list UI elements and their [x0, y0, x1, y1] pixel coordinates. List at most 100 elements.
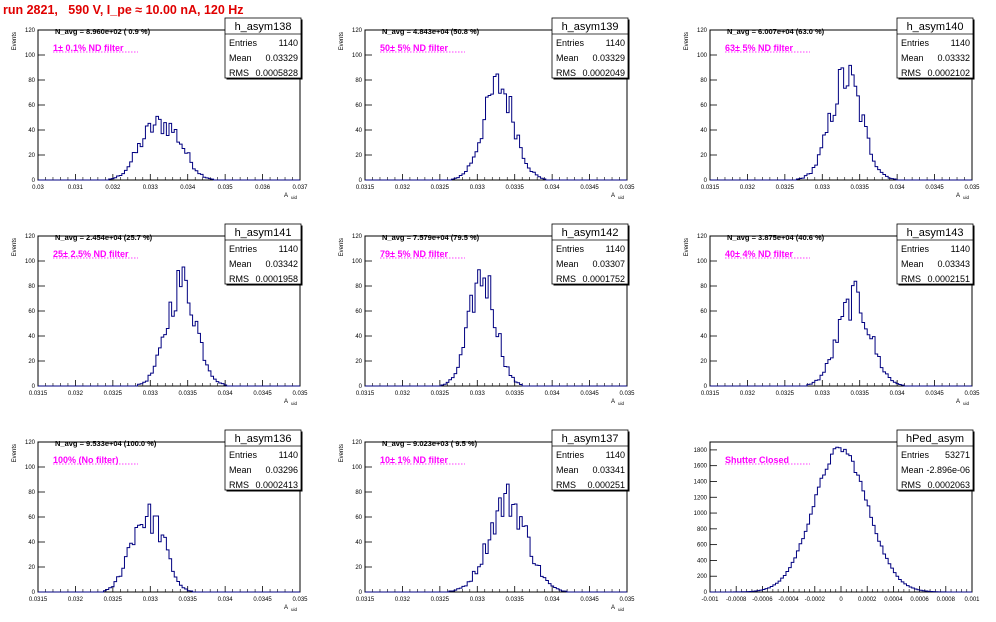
- stat-box-title: h_asym143: [907, 227, 964, 239]
- x-tick-label: 0.0345: [580, 597, 599, 603]
- x-tick-label: 0.0345: [580, 391, 599, 397]
- x-tick-label: 0.033: [470, 597, 486, 603]
- x-tick-label: 0.033: [470, 391, 486, 397]
- stat-value-entries: 1140: [279, 450, 298, 460]
- x-tick-label: 0.0325: [104, 597, 123, 603]
- stat-label-entries: Entries: [229, 450, 258, 460]
- y-tick-label: 40: [28, 540, 35, 546]
- stat-box: h_asym139 Entries 1140 Mean 0.03329 RMS 0.0002…: [551, 17, 630, 80]
- stat-box-title: h_asym141: [235, 227, 292, 239]
- stat-box: h_asym138 Entries 1140 Mean 0.03329 RMS 0.0005…: [224, 17, 303, 80]
- x-tick-label: -0.0008: [726, 597, 747, 603]
- x-tick-label: 0.037: [292, 185, 308, 191]
- x-tick-label: 0.0335: [851, 391, 870, 397]
- x-tick-label: 0.0315: [356, 391, 375, 397]
- y-tick-label: 120: [697, 28, 708, 34]
- y-tick-label: 40: [355, 128, 362, 134]
- stat-box-frame: [551, 223, 629, 285]
- x-tick-label: -0.0002: [805, 597, 826, 603]
- y-axis-title: Events: [12, 238, 18, 256]
- x-tick-label: 0.0315: [701, 391, 720, 397]
- x-tick-label: 0.0325: [431, 597, 450, 603]
- y-tick-label: 20: [700, 153, 707, 159]
- stat-value-rms: 0.0002049: [582, 68, 625, 78]
- stat-label-rms: RMS: [901, 68, 921, 78]
- x-tick-label: 0.035: [619, 185, 635, 191]
- y-tick-label: 100: [352, 465, 363, 471]
- y-tick-label: 0: [704, 590, 708, 596]
- y-tick-label: 80: [28, 78, 35, 84]
- stat-value-entries: 1140: [951, 38, 970, 48]
- y-tick-label: 20: [28, 359, 35, 365]
- stat-box-frame: [224, 429, 302, 491]
- x-tick-label: 0.034: [890, 185, 906, 191]
- x-tick-label: 0.036: [255, 185, 271, 191]
- x-tick-label: 0.034: [218, 391, 234, 397]
- x-axis-title: A: [284, 193, 288, 199]
- y-tick-label: 100: [25, 53, 36, 59]
- x-tick-label: -0.0004: [778, 597, 799, 603]
- y-tick-label: 40: [28, 334, 35, 340]
- y-tick-label: 60: [355, 309, 362, 315]
- x-tick-label: 0: [839, 597, 843, 603]
- x-tick-label: 0.0002: [858, 597, 877, 603]
- y-tick-label: 80: [700, 284, 707, 290]
- y-tick-label: 100: [352, 259, 363, 265]
- x-tick-label: 0.033: [470, 185, 486, 191]
- x-axis-subscript: uid: [963, 195, 970, 200]
- x-tick-label: 0.035: [619, 391, 635, 397]
- stat-box: h_asym143 Entries 1140 Mean 0.03343 RMS 0.0002…: [896, 223, 975, 286]
- x-tick-label: 0.031: [68, 185, 84, 191]
- x-tick-label: 0.0315: [701, 185, 720, 191]
- stat-value-entries: 1140: [279, 38, 298, 48]
- y-tick-label: 60: [355, 515, 362, 521]
- stat-box-title: h_asym136: [235, 433, 292, 445]
- stat-box-title: h_asym139: [562, 21, 619, 33]
- x-axis-title: A: [284, 605, 288, 611]
- x-tick-label: 0.0335: [506, 597, 525, 603]
- histogram-panel: 0.0315 0.032 0.0325 0.033 0.0335 0.034 0.0345 0…: [12, 223, 308, 406]
- histogram-line: [710, 446, 972, 593]
- x-tick-label: 0.035: [218, 185, 234, 191]
- stat-value-entries: 1140: [606, 38, 625, 48]
- y-tick-label: 60: [28, 515, 35, 521]
- histogram-line: [365, 483, 627, 593]
- x-tick-label: 0.034: [890, 391, 906, 397]
- x-axis-title: A: [611, 193, 615, 199]
- navg-label: N_avg = 3.875e+04 (40.6 %): [727, 233, 825, 242]
- stat-label-entries: Entries: [556, 38, 585, 48]
- y-tick-label: 800: [697, 527, 708, 533]
- y-tick-label: 120: [697, 234, 708, 240]
- stat-value-entries: 1140: [951, 244, 970, 254]
- stat-label-rms: RMS: [229, 68, 249, 78]
- x-tick-label: 0.032: [740, 391, 756, 397]
- stat-label-rms: RMS: [229, 480, 249, 490]
- y-tick-label: 120: [352, 28, 363, 34]
- stat-label-rms: RMS: [556, 68, 576, 78]
- x-tick-label: 0.001: [964, 597, 980, 603]
- stat-value-rms: 0.0005828: [255, 68, 298, 78]
- x-tick-label: 0.033: [815, 185, 831, 191]
- y-tick-label: 60: [700, 309, 707, 315]
- x-axis-title: A: [956, 399, 960, 405]
- stat-label-mean: Mean: [229, 53, 252, 63]
- stat-label-mean: Mean: [556, 465, 579, 475]
- stat-label-entries: Entries: [901, 38, 930, 48]
- histogram-panel: 0.0315 0.032 0.0325 0.033 0.0335 0.034 0.0345 0…: [339, 429, 635, 612]
- y-tick-label: 40: [700, 128, 707, 134]
- y-tick-label: 400: [697, 558, 708, 564]
- stat-value-mean: 0.03343: [937, 259, 970, 269]
- x-tick-label: 0.0345: [253, 597, 272, 603]
- stat-label-mean: Mean: [901, 259, 924, 269]
- filter-label: 50± 5% ND filter: [380, 43, 448, 53]
- x-tick-label: 0.0345: [253, 391, 272, 397]
- histogram-panel: -0.001 -0.0008 -0.0006 -0.0004 -0.0002 0 0.000…: [694, 429, 980, 603]
- stat-box: h_asym141 Entries 1140 Mean 0.03342 RMS 0.0001…: [224, 223, 303, 286]
- y-tick-label: 1000: [694, 511, 708, 517]
- stat-label-mean: Mean: [229, 259, 252, 269]
- x-tick-label: 0.032: [105, 185, 121, 191]
- navg-label: N_avg = 2.454e+04 (25.7 %): [55, 233, 153, 242]
- y-tick-label: 0: [359, 178, 363, 184]
- stat-box-frame: [896, 223, 974, 285]
